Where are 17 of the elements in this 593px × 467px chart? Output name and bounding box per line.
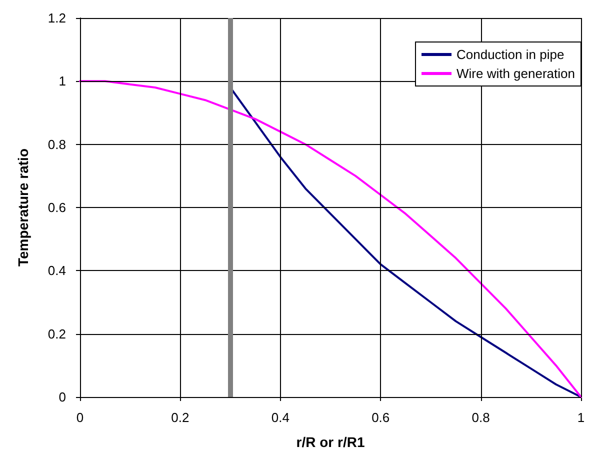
x-tick-label: 0.2 bbox=[171, 410, 190, 425]
y-tick-label: 1 bbox=[58, 74, 66, 89]
y-tick-label: 0 bbox=[58, 390, 66, 404]
x-axis-title: r/R or r/R1 bbox=[296, 434, 365, 450]
x-tick-label: 0.4 bbox=[271, 410, 290, 425]
legend-label: Wire with generation bbox=[456, 66, 575, 81]
x-tick-label: 0 bbox=[76, 410, 84, 425]
x-tick-label: 0.8 bbox=[472, 410, 490, 425]
x-tick-label: 1 bbox=[577, 410, 585, 425]
y-tick-label: 0.8 bbox=[48, 136, 66, 152]
y-tick-label: 1.2 bbox=[48, 10, 66, 26]
y-axis-title: Temperature ratio bbox=[15, 148, 31, 266]
y-tick-label: 0.2 bbox=[48, 326, 66, 342]
legend-label: Conduction in pipe bbox=[456, 47, 564, 62]
x-tick-label: 0.6 bbox=[372, 410, 390, 425]
y-tick-label: 0.4 bbox=[48, 263, 66, 278]
y-tick-label: 0.6 bbox=[48, 200, 66, 215]
